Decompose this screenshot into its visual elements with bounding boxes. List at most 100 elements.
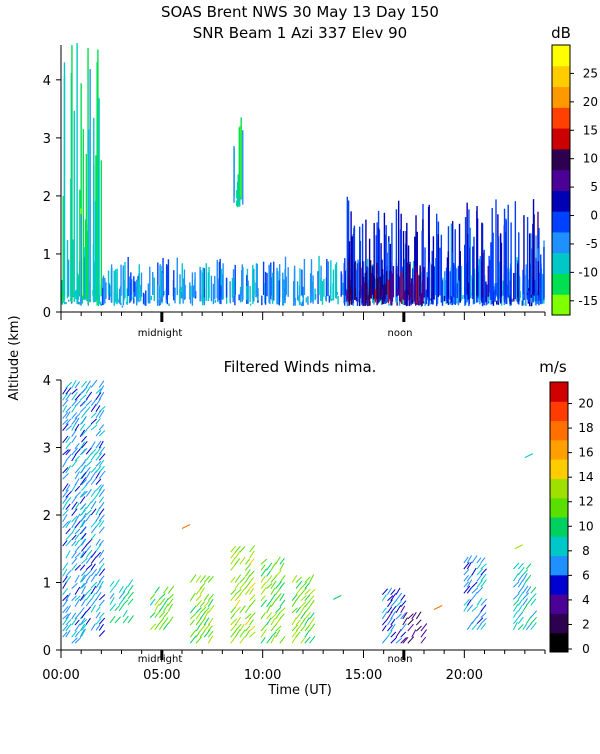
snr-cell <box>439 247 441 296</box>
snr-cell <box>408 264 411 300</box>
snr-colorbar-swatch <box>552 45 570 67</box>
wind-barb <box>195 600 202 608</box>
snr-cell <box>133 292 135 299</box>
snr-cell <box>530 302 533 307</box>
wind-barb <box>81 503 87 510</box>
snr-cell <box>131 296 133 300</box>
snr-cell <box>468 209 470 307</box>
snr-cell <box>496 300 498 305</box>
wind-barb <box>260 612 266 620</box>
snr-cell <box>140 272 143 297</box>
wind-barb <box>98 581 104 589</box>
snr-cell <box>203 268 205 298</box>
wind-barb <box>95 514 101 522</box>
wind-barb <box>154 603 160 612</box>
wind-barb <box>81 398 88 406</box>
wind-barb <box>65 381 73 389</box>
wind-barb <box>98 599 105 607</box>
snr-cell <box>124 261 126 299</box>
wind-barb <box>62 473 69 480</box>
wind-barb <box>466 561 472 570</box>
wind-barb <box>239 587 246 595</box>
wind-barb <box>387 624 393 632</box>
wind-barb <box>304 600 311 608</box>
wind-barb <box>62 418 69 425</box>
wind-barb <box>275 606 282 614</box>
snr-colorbar-swatch <box>552 128 570 150</box>
wind-barb <box>62 495 69 504</box>
wind-barb <box>62 562 69 571</box>
wind-barb <box>74 533 80 541</box>
wind-cluster <box>62 379 87 644</box>
wind-cluster <box>81 379 106 637</box>
snr-cell <box>450 223 453 297</box>
winds-y-tick-label: 3 <box>43 442 51 457</box>
wind-barb <box>81 538 87 546</box>
snr-cell <box>284 269 286 304</box>
winds-colorbar-frame <box>549 381 569 653</box>
snr-cell <box>219 258 221 298</box>
snr-cell <box>337 295 339 305</box>
snr-cell <box>210 275 213 302</box>
wind-barb <box>530 586 537 594</box>
snr-cell <box>462 295 464 299</box>
snr-cell <box>247 280 249 304</box>
snr-cell <box>383 289 385 298</box>
wind-barb <box>85 385 92 394</box>
wind-barb <box>81 628 87 637</box>
snr-cell <box>369 260 372 299</box>
wind-barb <box>189 635 197 644</box>
snr-cell <box>479 255 482 301</box>
snr-cell <box>457 303 460 306</box>
wind-barb <box>167 603 173 612</box>
snr-cell <box>138 264 140 298</box>
wind-barb <box>207 635 214 644</box>
wind-barb <box>79 564 86 571</box>
snr-cell <box>127 256 129 297</box>
wind-barb <box>476 617 484 625</box>
wind-barb <box>79 550 85 559</box>
wind-barb <box>163 603 169 612</box>
snr-cell <box>238 294 240 301</box>
winds-colorbar-tick-label: 16 <box>578 446 593 460</box>
snr-cell <box>167 259 170 296</box>
wind-barb <box>304 629 310 638</box>
snr-cell <box>269 266 271 305</box>
wind-barb <box>65 496 72 504</box>
wind-barb <box>85 598 92 607</box>
wind-barb <box>74 552 81 559</box>
wind-barb <box>90 556 97 564</box>
snr-cell <box>330 298 333 301</box>
wind-barb <box>90 581 98 589</box>
wind-barb <box>85 400 92 407</box>
snr-cell <box>72 239 74 297</box>
wind-barb <box>300 637 306 644</box>
wind-barb <box>62 514 68 523</box>
snr-cell <box>424 247 426 296</box>
snr-cell <box>301 269 303 296</box>
wind-barb <box>81 490 88 498</box>
wind-barb <box>203 575 211 583</box>
snr-cell <box>478 258 481 299</box>
snr-cell <box>528 233 531 307</box>
wind-barb <box>62 435 69 444</box>
snr-cell <box>431 264 433 304</box>
wind-barb <box>158 605 164 612</box>
snr-cell <box>302 297 305 300</box>
winds-colorbar-tick-label: 12 <box>578 495 593 509</box>
wind-barb <box>480 617 487 625</box>
wind-barb <box>81 569 88 577</box>
wind-barb <box>279 562 285 571</box>
snr-cell <box>249 303 252 306</box>
wind-barb <box>74 520 81 529</box>
snr-cell <box>346 196 349 296</box>
wind-barb <box>85 380 91 388</box>
wind-barb <box>95 392 102 400</box>
wind-barb <box>295 625 302 632</box>
snr-cell <box>234 264 236 295</box>
wind-barb <box>207 625 213 632</box>
snr-cell <box>96 157 98 296</box>
snr-cell <box>497 238 499 303</box>
wind-barb <box>81 557 88 564</box>
wind-barb <box>239 605 246 614</box>
